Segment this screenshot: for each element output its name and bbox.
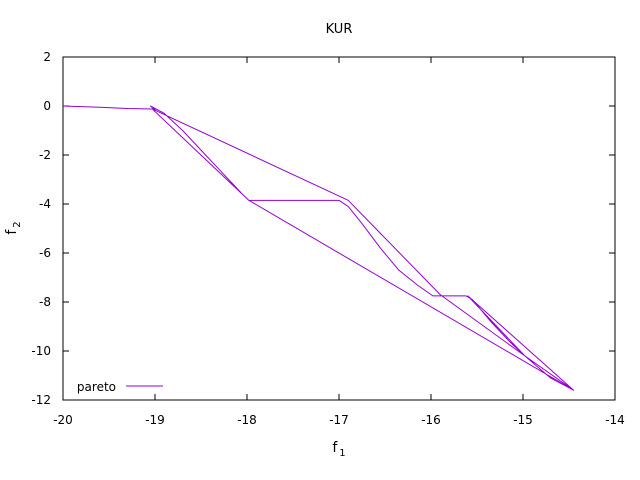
x-tick-label: -17 <box>329 413 349 427</box>
y-axis-title: f2 <box>4 221 23 234</box>
y-tick-label: -12 <box>31 393 51 407</box>
y-tick-label: 0 <box>43 99 51 113</box>
series-line-pareto <box>62 105 575 391</box>
legend: pareto <box>77 380 163 394</box>
y-tick-label: -6 <box>39 246 51 260</box>
y-axis-ticks: 2 0 -2 -4 -6 -8 -10 -12 <box>31 50 615 407</box>
x-axis-title-subscript: 1 <box>339 448 345 459</box>
y-tick-label: 2 <box>43 50 51 64</box>
chart-title: KUR <box>326 22 353 37</box>
y-tick-label: -10 <box>31 344 51 358</box>
x-tick-label: -15 <box>513 413 533 427</box>
x-tick-label: -14 <box>605 413 625 427</box>
y-tick-label: -2 <box>39 148 51 162</box>
legend-label-pareto: pareto <box>77 380 116 394</box>
y-axis-title-subscript: 2 <box>12 221 23 227</box>
x-tick-label: -16 <box>421 413 441 427</box>
x-axis-title-base: f <box>332 440 338 456</box>
y-tick-label: -4 <box>39 197 51 211</box>
x-tick-label: -19 <box>145 413 165 427</box>
y-tick-label: -8 <box>39 295 51 309</box>
y-axis-title-base: f <box>4 229 20 235</box>
series-layer <box>62 105 575 391</box>
x-tick-label: -20 <box>53 413 73 427</box>
x-axis-ticks: -20 -19 -18 -17 -16 -15 -14 <box>53 57 625 427</box>
x-tick-label: -18 <box>237 413 257 427</box>
